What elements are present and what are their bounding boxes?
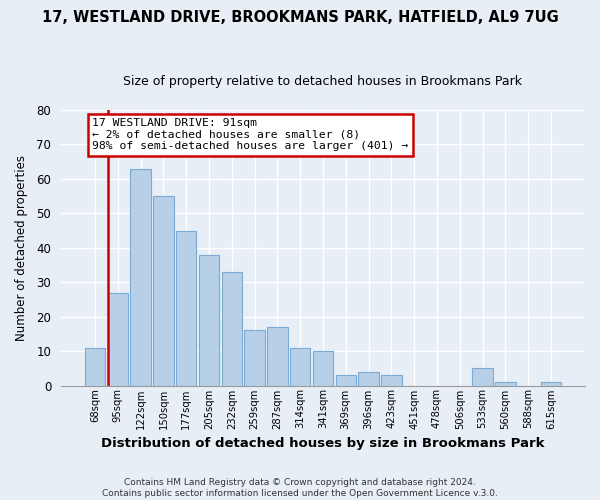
Bar	[244, 330, 265, 386]
X-axis label: Distribution of detached houses by size in Brookmans Park: Distribution of detached houses by size …	[101, 437, 545, 450]
Text: 17 WESTLAND DRIVE: 91sqm
← 2% of detached houses are smaller (8)
98% of semi-det: 17 WESTLAND DRIVE: 91sqm ← 2% of detache…	[92, 118, 409, 152]
Text: 17, WESTLAND DRIVE, BROOKMANS PARK, HATFIELD, AL9 7UG: 17, WESTLAND DRIVE, BROOKMANS PARK, HATF…	[41, 10, 559, 25]
Bar	[221, 272, 242, 386]
Bar	[199, 254, 219, 386]
Bar	[541, 382, 561, 386]
Bar	[290, 348, 310, 386]
Bar	[495, 382, 515, 386]
Bar	[381, 375, 401, 386]
Bar	[153, 196, 173, 386]
Bar	[176, 230, 196, 386]
Bar	[85, 348, 105, 386]
Y-axis label: Number of detached properties: Number of detached properties	[15, 155, 28, 341]
Text: Contains HM Land Registry data © Crown copyright and database right 2024.
Contai: Contains HM Land Registry data © Crown c…	[102, 478, 498, 498]
Bar	[335, 375, 356, 386]
Bar	[107, 292, 128, 386]
Title: Size of property relative to detached houses in Brookmans Park: Size of property relative to detached ho…	[124, 75, 523, 88]
Bar	[267, 327, 287, 386]
Bar	[313, 351, 333, 386]
Bar	[358, 372, 379, 386]
Bar	[472, 368, 493, 386]
Bar	[130, 168, 151, 386]
